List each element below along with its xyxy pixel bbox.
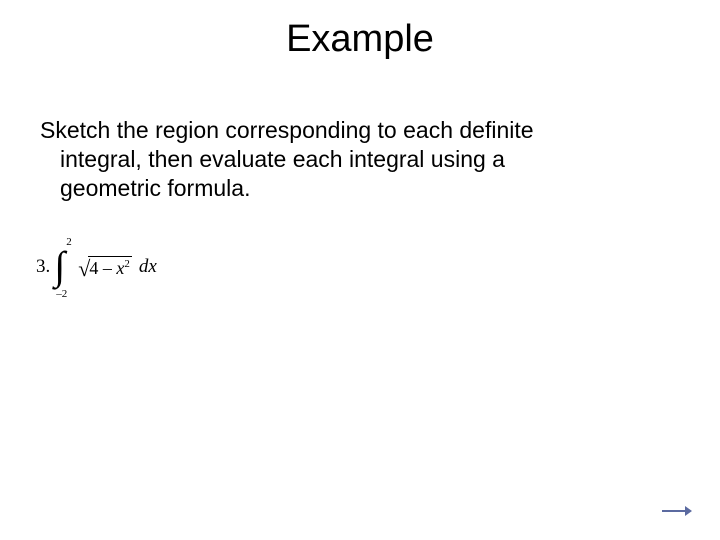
body-line-2: integral, then evaluate each integral us… bbox=[60, 146, 505, 172]
slide-title: Example bbox=[0, 18, 720, 61]
square-root: √ 4 – x2 bbox=[78, 256, 132, 279]
body-line-1: Sketch the region corresponding to each … bbox=[40, 117, 534, 143]
next-arrow-icon[interactable] bbox=[662, 506, 692, 516]
arrow-line bbox=[662, 510, 686, 512]
radicand-constant: 4 – bbox=[89, 258, 116, 278]
integral-lower-limit: –2 bbox=[56, 288, 67, 300]
differential: dx bbox=[139, 256, 157, 278]
slide-body: Sketch the region corresponding to each … bbox=[40, 116, 680, 202]
arrow-head bbox=[685, 506, 692, 516]
radicand: 4 – x2 bbox=[88, 256, 132, 279]
body-line-3: geometric formula. bbox=[60, 175, 250, 201]
radical-sign: √ bbox=[78, 258, 90, 280]
integral-expression: 3. 2 ∫ –2 √ 4 – x2 dx bbox=[36, 244, 157, 290]
radicand-exponent: 2 bbox=[124, 258, 130, 270]
integral-sign: ∫ bbox=[54, 246, 65, 286]
slide: Example Sketch the region corresponding … bbox=[0, 0, 720, 540]
problem-number: 3. bbox=[36, 256, 50, 278]
integral-upper-limit: 2 bbox=[66, 236, 72, 248]
integral-symbol-block: 2 ∫ –2 bbox=[54, 244, 72, 290]
body-paragraph: Sketch the region corresponding to each … bbox=[40, 116, 680, 202]
